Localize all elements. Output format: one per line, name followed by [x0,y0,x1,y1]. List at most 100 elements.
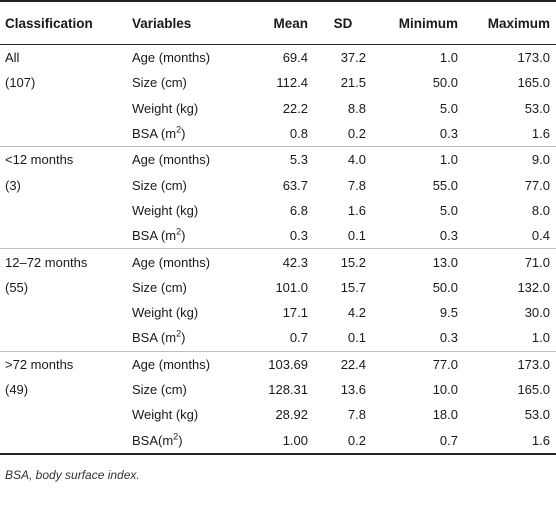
variable-name-tail: ) [178,432,183,448]
variable-name: BSA (m2) [127,120,230,148]
minimum-value: 77.0 [432,356,458,372]
sd-value: 1.6 [347,202,366,218]
mean-value: 69.4 [282,50,308,66]
variable-name: Size (cm) [132,177,187,193]
mean-value: 112.4 [276,75,308,91]
table-body: All Age (months) 69.4 37.2 1.0 173.0 (107) Size… [0,45,556,455]
variable-name-superscript: 2 [176,124,182,135]
classification-label: >72 months [5,356,74,372]
table-row: >72 months Age (months) 103.69 22.4 77.0 173.… [0,351,556,377]
maximum-value: 1.6 [466,120,556,148]
maximum-value: 53.0 [524,407,550,423]
mean-value: 1.00 [230,427,314,455]
mean-value: 103.69 [268,356,308,372]
mean-value: 0.7 [230,325,314,352]
variable-name: Weight (kg) [132,202,199,218]
header-mean: Mean [230,0,314,45]
classification-label: <12 months [5,152,74,168]
minimum-value: 5.0 [439,100,458,116]
table-row: <12 months Age (months) 5.3 4.0 1.0 9.0 [0,147,556,173]
classification-empty [0,96,127,121]
data-table-container: Classification Variables Mean SD Minimum… [0,0,556,455]
minimum-value: 10.0 [432,382,458,397]
classification-empty [0,198,127,223]
header-sd: SD [314,0,372,45]
classification-label: 12–72 months [5,254,88,270]
maximum-value: 53.0 [524,100,550,116]
variable-name-tail: ) [181,126,186,142]
table-row: (55) Size (cm) 101.0 15.7 50.0 132.0 [0,275,556,300]
sd-value: 0.2 [314,120,372,148]
maximum-value: 0.4 [466,223,556,250]
sd-value: 4.2 [347,305,366,321]
table-row: 12–72 months Age (months) 42.3 15.2 13.0 71.0 [0,249,556,275]
classification-count: (107) [5,75,36,91]
variable-name: Age (months) [132,356,211,372]
maximum-value: 173.0 [517,356,550,372]
variable-name-base: BSA (m [132,228,177,244]
variable-name-tail: ) [181,228,186,244]
variable-name: BSA (m2) [127,223,230,250]
minimum-value: 0.7 [372,427,466,455]
variable-name: Size (cm) [132,382,187,397]
maximum-value: 1.6 [466,427,556,455]
variable-name: Size (cm) [132,75,187,91]
sd-value: 0.2 [314,427,372,455]
sd-value: 21.5 [340,75,366,91]
sd-value: 0.1 [314,223,372,250]
mean-value: 5.3 [289,152,308,168]
variable-name-superscript: 2 [176,329,182,340]
statistics-table: Classification Variables Mean SD Minimum… [0,0,556,455]
minimum-value: 0.3 [372,120,466,148]
mean-value: 6.8 [289,202,308,218]
variable-name-base: BSA (m [132,126,177,142]
minimum-value: 0.3 [372,223,466,250]
sd-value: 0.1 [314,325,372,352]
table-row: Weight (kg) 28.92 7.8 18.0 53.0 [0,402,556,427]
maximum-value: 173.0 [517,50,550,66]
maximum-value: 1.0 [466,325,556,352]
header-maximum: Maximum [466,0,556,45]
sd-value: 7.8 [347,177,366,193]
variable-name: Weight (kg) [132,305,199,321]
mean-value: 22.2 [282,100,308,116]
variable-name-superscript: 2 [173,431,179,442]
table-row: Weight (kg) 17.1 4.2 9.5 30.0 [0,300,556,325]
maximum-value: 8.0 [531,202,550,218]
mean-value: 42.3 [282,254,308,270]
variable-name: Size (cm) [132,279,187,295]
variable-name: BSA(m2) [127,427,230,455]
mean-value: 63.7 [282,177,308,193]
mean-value: 0.8 [230,120,314,148]
mean-value: 28.92 [275,407,308,423]
minimum-value: 5.0 [439,202,458,218]
mean-value: 128.31 [268,382,308,397]
maximum-value: 165.0 [517,382,550,397]
variable-name: Age (months) [132,50,211,66]
classification-count: (55) [5,279,29,295]
minimum-value: 18.0 [432,407,458,423]
minimum-value: 0.3 [372,325,466,352]
header-classification: Classification [0,0,127,45]
classification-count: (3) [5,177,21,193]
table-row: BSA (m2) 0.7 0.1 0.3 1.0 [0,325,556,352]
variable-name-base: BSA(m [132,432,174,448]
classification-empty [0,223,127,250]
variable-name-superscript: 2 [176,226,182,237]
maximum-value: 9.0 [531,152,550,168]
sd-value: 8.8 [347,100,366,116]
minimum-value: 50.0 [432,75,458,91]
table-row: BSA(m2) 1.00 0.2 0.7 1.6 [0,427,556,455]
table-row: BSA (m2) 0.8 0.2 0.3 1.6 [0,120,556,148]
table-footnote: BSA, body surface index. [5,468,140,482]
mean-value: 101.0 [275,279,308,295]
classification-empty [0,300,127,325]
sd-value: 22.4 [340,356,366,372]
classification-empty [0,325,127,352]
variable-name: Age (months) [132,254,211,270]
table-row: (49) Size (cm) 128.31 13.6 10.0 165.0 [0,377,556,402]
sd-value: 15.2 [340,254,366,270]
minimum-value: 50.0 [432,279,458,295]
sd-value: 7.8 [347,407,366,423]
mean-value: 17.1 [282,305,308,321]
